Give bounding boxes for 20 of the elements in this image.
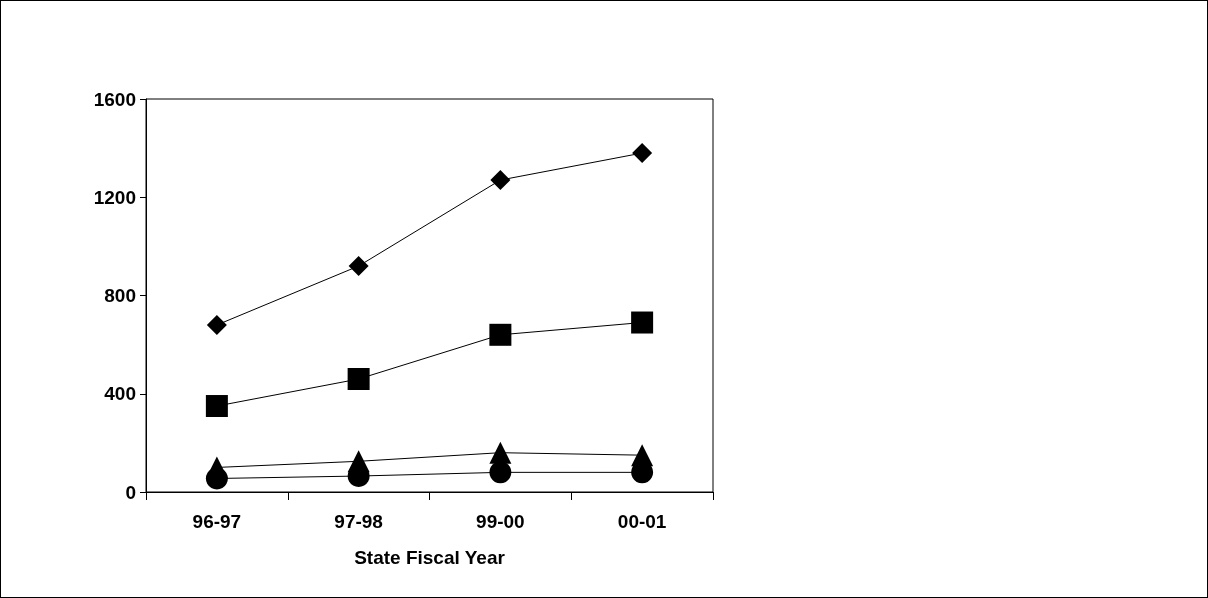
x-axis-title: State Fiscal Year xyxy=(354,547,506,568)
x-tick-label: 00-01 xyxy=(617,511,667,532)
point xyxy=(206,314,227,335)
y-tick-label: 0 xyxy=(125,481,136,503)
point xyxy=(205,467,228,490)
x-tick-label: 97-98 xyxy=(334,511,383,532)
point xyxy=(489,323,512,346)
point xyxy=(205,395,228,418)
point xyxy=(631,311,654,334)
point xyxy=(490,170,511,191)
y-tick-label: 1200 xyxy=(93,186,136,208)
x-tick-label: 96-97 xyxy=(192,511,242,532)
point xyxy=(347,368,370,391)
y-tick-label: 400 xyxy=(104,383,136,405)
point xyxy=(489,461,512,484)
point xyxy=(632,143,653,164)
point xyxy=(348,256,369,277)
y-tick-label: 1600 xyxy=(93,88,136,110)
x-tick-label: 99-00 xyxy=(476,511,525,532)
y-tick-label: 800 xyxy=(104,285,136,306)
